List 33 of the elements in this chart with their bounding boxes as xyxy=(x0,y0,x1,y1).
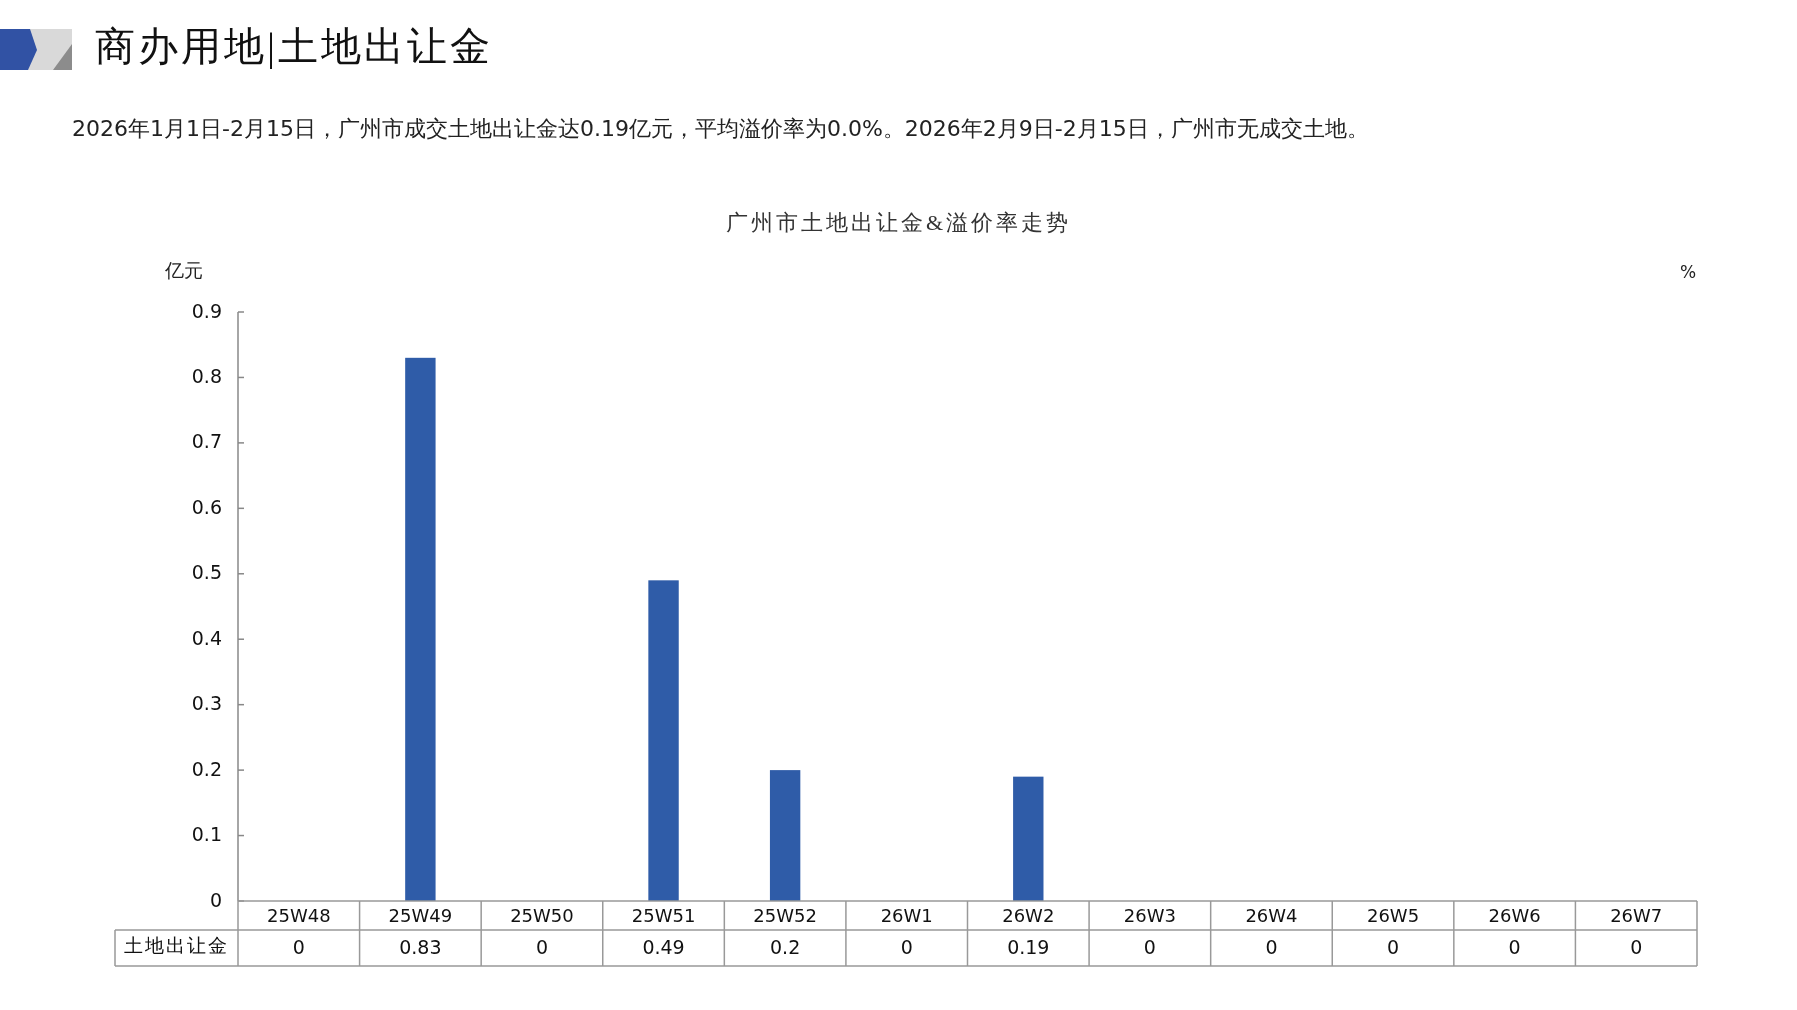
x-tick-label: 26W7 xyxy=(1610,904,1663,926)
x-tick-label: 26W2 xyxy=(1002,904,1055,926)
data-label: 0.83 xyxy=(399,935,442,958)
data-label: 0 xyxy=(900,935,913,958)
data-label: 0 xyxy=(1265,935,1278,958)
x-tick-label: 25W51 xyxy=(631,904,696,926)
x-tick-label: 26W3 xyxy=(1123,904,1176,926)
x-tick-label: 25W49 xyxy=(388,904,453,926)
data-label: 0 xyxy=(1630,935,1643,958)
bar xyxy=(405,357,436,901)
data-label: 0 xyxy=(535,935,549,958)
x-tick-label: 26W4 xyxy=(1245,904,1298,926)
data-label: 0.19 xyxy=(1007,935,1050,958)
bar xyxy=(1013,776,1044,901)
data-label: 0.2 xyxy=(770,935,801,958)
x-tick-label: 25W48 xyxy=(266,904,331,926)
data-label: 0 xyxy=(1143,935,1156,958)
x-tick-label: 26W1 xyxy=(880,904,933,926)
x-tick-label: 25W52 xyxy=(753,904,817,926)
data-label: 0 xyxy=(1386,935,1400,958)
chart-title: 商办用地|土地出让金 xyxy=(95,24,494,70)
y-axis-title: 亿元 xyxy=(164,260,203,282)
x-tick-label: 26W6 xyxy=(1488,904,1541,926)
text: 广州市土地出让金&溢价率走势 xyxy=(725,210,1072,236)
bar xyxy=(648,580,679,901)
data-label: 0.49 xyxy=(642,935,685,958)
data-label: 0 xyxy=(1508,935,1521,958)
x-tick-label: 25W50 xyxy=(510,904,574,926)
x-tick-label: 26W5 xyxy=(1366,904,1420,926)
y2-axis-title: % xyxy=(1679,262,1697,282)
chart-subtitle: 2026年1月1日-2月15日，广州市成交土地出让金达0.19亿元，平均溢价率为0.0%。2026年2月9日-2月15日，广州市无成交土地。 xyxy=(72,116,1369,141)
data-label: 0 xyxy=(292,935,305,958)
bar xyxy=(769,770,801,901)
